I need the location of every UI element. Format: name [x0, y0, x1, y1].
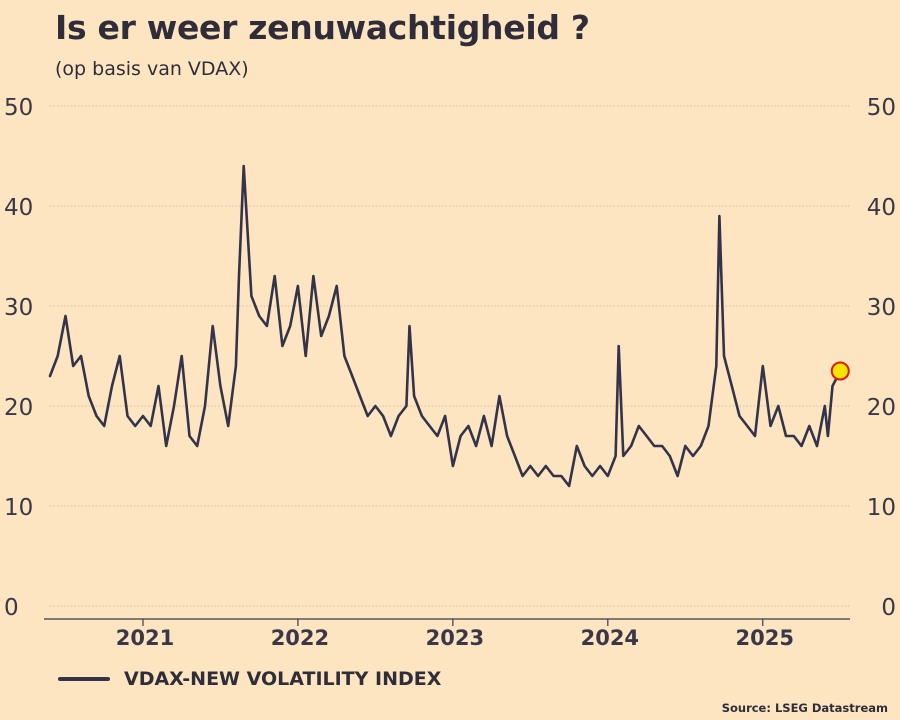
y-axis-tick-labels: 0 0 10 10 20 20 30 30 40 40 50 50 [4, 95, 896, 621]
y-tick-label-left: 10 [4, 495, 33, 521]
legend-label: VDAX-NEW VOLATILITY INDEX [124, 668, 442, 690]
x-tick-label: 2024 [581, 626, 639, 650]
series-layer [48, 164, 850, 488]
y-tick-label-right: 30 [867, 295, 896, 321]
y-tick-label-left: 0 [4, 595, 19, 621]
chart-title: Is er weer zenuwachtigheid ? [55, 8, 590, 47]
latest-value-marker [830, 361, 850, 381]
x-tick-label: 2021 [116, 626, 174, 650]
y-tick-label-left: 30 [4, 295, 33, 321]
source-note: Source: LSEG Datastream [721, 701, 888, 715]
x-tick-label: 2022 [271, 626, 329, 650]
x-axis: 2021 2022 2023 2024 2025 [44, 618, 850, 650]
y-tick-label-right: 0 [881, 595, 896, 621]
y-tick-label-left: 40 [4, 195, 33, 221]
x-tick-label: 2023 [426, 626, 484, 650]
y-tick-label-left: 50 [4, 95, 33, 121]
y-tick-label-right: 40 [867, 195, 896, 221]
y-tick-label-right: 20 [867, 395, 896, 421]
y-tick-label-right: 50 [867, 95, 896, 121]
vdax-series-line [48, 164, 842, 488]
grid-lines [50, 105, 850, 607]
legend-line-swatch [58, 677, 110, 681]
y-tick-label-left: 20 [4, 395, 33, 421]
chart-subtitle: (op basis van VDAX) [55, 58, 249, 80]
x-tick-label: 2025 [736, 626, 794, 650]
y-tick-label-right: 10 [867, 495, 896, 521]
legend: VDAX-NEW VOLATILITY INDEX [58, 668, 441, 690]
